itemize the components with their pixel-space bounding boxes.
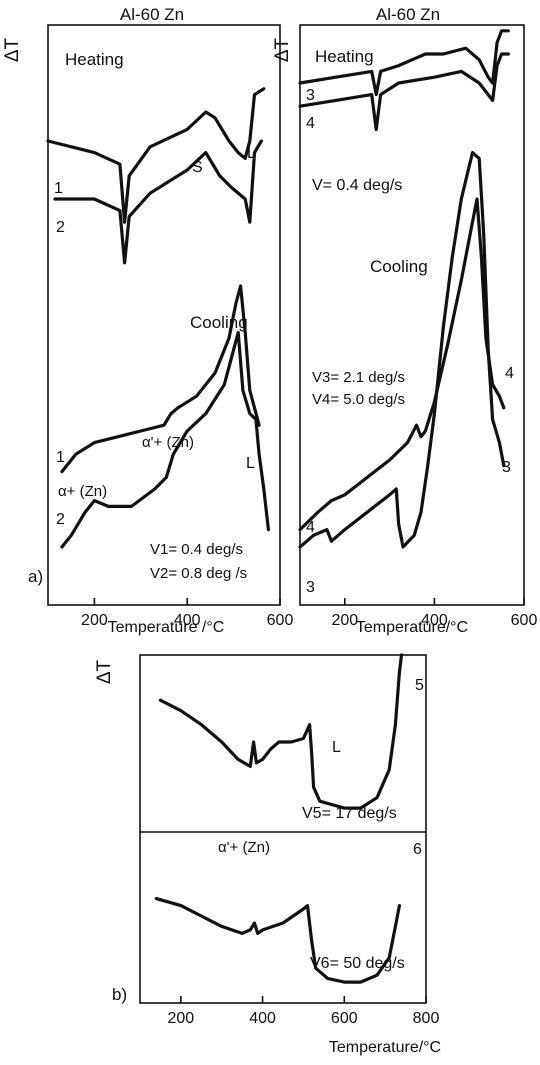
panel-a-left-frame — [47, 24, 281, 606]
x-tick-label: 400 — [249, 1010, 276, 1027]
panel-a-right-cooling-label: Cooling — [370, 257, 428, 276]
series-label-cool-3-right: 3 — [502, 459, 511, 476]
series-label-cool-4-left: 4 — [306, 519, 315, 536]
series-label-cool-4-right: 4 — [505, 365, 514, 382]
dta-curve-heating-3 — [298, 29, 510, 97]
series-label-cool-2: 2 — [56, 511, 65, 528]
panel-a-left-ticks: 200 400 600 — [81, 598, 293, 629]
x-tick-label: 600 — [511, 612, 538, 629]
dta-curve-cooling-3 — [298, 151, 506, 549]
panel-a-right-ylabel: ΔT — [272, 37, 293, 62]
panel-a-left-l-cool-label: L — [246, 455, 255, 472]
panel-b-rate5-label: V5= 17 deg/s — [302, 805, 397, 822]
panel-a-left-phase2-label: α+ (Zn) — [58, 483, 107, 500]
panel-b-ylabel: ΔT — [94, 659, 115, 684]
panel-a-left: Al-60 Zn ΔT Temperature /°C a) 200 400 600… — [2, 5, 293, 636]
panel-a-right-curves — [298, 29, 510, 549]
dta-curve-cooling-1 — [60, 284, 261, 474]
panel-b-label: b) — [112, 985, 127, 1004]
series-label-heat-4: 4 — [306, 115, 315, 132]
panel-a-right-rate4-label: V4= 5.0 deg/s — [312, 391, 405, 408]
x-tick-label: 200 — [81, 612, 108, 629]
panel-b-frame — [139, 654, 427, 1004]
dta-curve-cooling-5 — [158, 653, 404, 810]
dta-curve-cooling-2 — [60, 330, 270, 549]
x-tick-label: 200 — [168, 1010, 195, 1027]
panel-a-left-ylabel: ΔT — [2, 37, 23, 62]
panel-a-right-xlabel: Temperature/°C — [356, 619, 468, 636]
x-tick-label: 400 — [421, 612, 448, 629]
panel-a-right-heating-label: Heating — [315, 47, 374, 66]
panel-a-left-xlabel: Temperature /°C — [108, 619, 225, 636]
x-tick-label: 800 — [413, 1010, 440, 1027]
panel-a-left-cooling-label: Cooling — [190, 313, 248, 332]
series-label-heat-3: 3 — [306, 87, 315, 104]
panel-a-left-heating-label: Heating — [65, 50, 124, 69]
panel-b-ticks: 200 400 600 800 — [168, 996, 440, 1027]
dta-curve-heating-4 — [298, 52, 510, 131]
series-label-6: 6 — [413, 841, 422, 858]
panel-a-left-l-heat-label: L — [247, 145, 256, 162]
panel-a-left-curves — [46, 87, 270, 549]
panel-b-curves — [154, 653, 404, 984]
panel-a-right-title: Al-60 Zn — [376, 5, 440, 24]
panel-b-xlabel: Temperature/°C — [329, 1039, 441, 1056]
panel-a-left-phase1-label: α'+ (Zn) — [142, 434, 194, 451]
panel-a-left-rate2-label: V2= 0.8 deg /s — [150, 565, 247, 582]
series-label-cool-3-left: 3 — [306, 579, 315, 596]
panel-a-right-frame — [299, 24, 525, 606]
series-label-heat-2: 2 — [56, 219, 65, 236]
dta-curve-heating-2 — [53, 139, 263, 265]
dta-curve-cooling-4 — [298, 197, 506, 532]
panel-b-rate6-label: V6= 50 deg/s — [310, 955, 405, 972]
panel-a-label: a) — [28, 567, 43, 586]
panel-a-right-rate3-label: V3= 2.1 deg/s — [312, 369, 405, 386]
panel-b: ΔT Temperature/°C b) 200 400 600 800 L α'+ … — [94, 653, 441, 1056]
x-tick-label: 600 — [267, 612, 294, 629]
x-tick-label: 600 — [331, 1010, 358, 1027]
x-tick-label: 400 — [174, 612, 201, 629]
panel-a-right-v-label: V= 0.4 deg/s — [312, 177, 402, 194]
dta-curve-heating-1 — [46, 87, 266, 224]
x-tick-label: 200 — [331, 612, 358, 629]
series-label-cool-1: 1 — [56, 449, 65, 466]
panel-b-l-label: L — [332, 739, 341, 756]
series-label-heat-1: 1 — [54, 180, 63, 197]
series-label-5: 5 — [415, 677, 424, 694]
panel-a-left-title: Al-60 Zn — [120, 5, 184, 24]
panel-b-phase-label: α'+ (Zn) — [218, 839, 270, 856]
panel-a-right: Al-60 Zn ΔT Temperature/°C 200 400 600 Hea… — [272, 5, 537, 636]
panel-a-left-rate1-label: V1= 0.4 deg/s — [150, 541, 243, 558]
panel-a-left-s-label: S — [192, 159, 203, 176]
panel-a-right-ticks: 200 400 600 — [331, 598, 537, 629]
dta-curve-cooling-6 — [154, 897, 401, 984]
